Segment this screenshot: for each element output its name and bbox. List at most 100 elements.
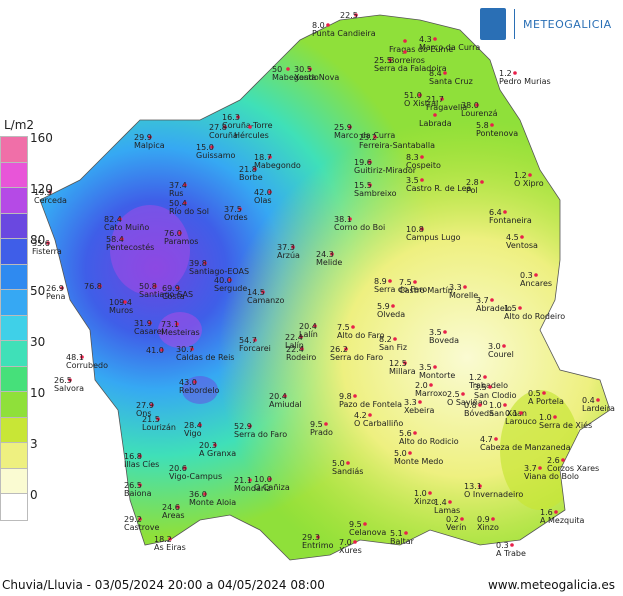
station-marker[interactable]: 41.0 xyxy=(146,346,164,355)
station-marker[interactable]: Hércules xyxy=(234,125,269,140)
station-marker[interactable]: Labrada xyxy=(419,113,452,128)
station-marker[interactable]: 10.0O Cañiza xyxy=(254,475,290,492)
site-link[interactable]: www.meteogalicia.es xyxy=(487,578,615,592)
station-marker[interactable]: 2.5O Saviñao xyxy=(447,390,488,407)
station-marker[interactable]: 76.8 xyxy=(84,282,102,291)
station-marker[interactable]: 18.2As Eiras xyxy=(154,535,186,552)
station-marker[interactable]: 0.5A Portela xyxy=(528,389,564,406)
station-marker[interactable]: 51.0O Xistral xyxy=(404,91,438,108)
station-marker[interactable]: 1.2O Xipro xyxy=(514,171,544,188)
station-marker[interactable]: Fragas do Eume xyxy=(389,39,453,54)
station-marker[interactable]: 4.2O Carballiño xyxy=(354,411,403,428)
station-marker[interactable]: 13.1O Invernadeiro xyxy=(464,482,523,499)
station-marker[interactable]: 0.3A Trabe xyxy=(496,541,526,558)
station-marker[interactable]: 20.3A Granxa xyxy=(199,441,236,458)
station-marker[interactable]: 1.6A Mezquita xyxy=(540,508,585,525)
